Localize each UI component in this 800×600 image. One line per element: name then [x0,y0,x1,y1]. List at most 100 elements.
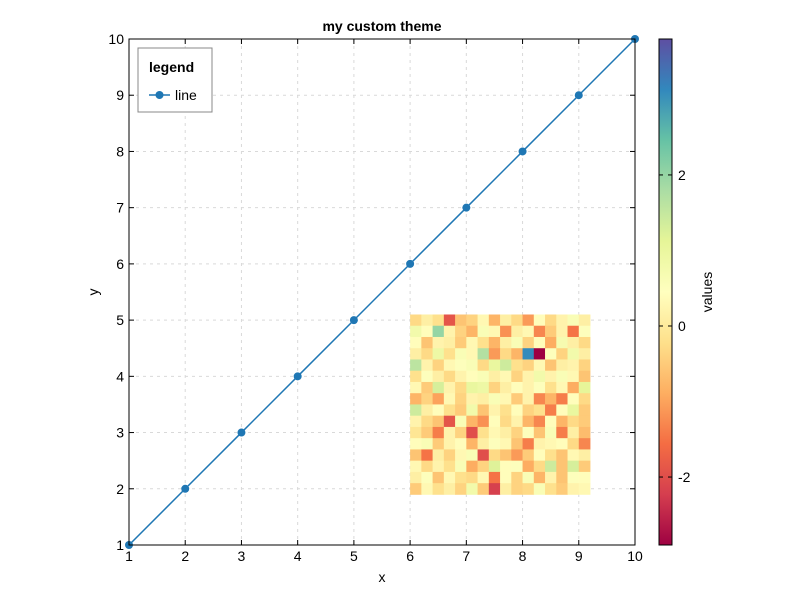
y-tick-label: 2 [116,481,124,497]
heatmap-cell [455,393,467,405]
heatmap-cell [443,325,456,338]
heatmap-cell [545,370,557,383]
heatmap-cell [522,325,535,338]
heatmap-cell [466,314,478,327]
heatmap-cell [556,404,568,417]
colorbar: -2 0 2 values [658,38,715,546]
y-tick-label: 3 [116,425,124,441]
heatmap-cell [432,426,445,439]
data-point [181,484,190,493]
heatmap-cell [410,460,422,473]
heatmap-cell [533,460,546,473]
legend-entry-label: line [175,87,197,103]
heatmap-cell [567,438,580,450]
heatmap-cell [410,336,422,349]
heatmap-cell [421,381,433,394]
heatmap-cell [567,314,580,327]
heatmap-cell [488,471,501,484]
heatmap-cell [477,325,490,338]
heatmap-cell [545,449,557,462]
heatmap-cell [511,370,523,383]
heatmap-cell [511,393,523,405]
heatmap-cell [488,415,501,428]
heatmap-cell [556,438,568,450]
heatmap-cell [443,471,456,484]
x-tick-label: 1 [125,548,133,564]
heatmap-cell [500,348,512,360]
heatmap-cell [432,325,445,338]
heatmap-cell [443,415,456,428]
heatmap-cell [567,381,580,394]
heatmap-cell [511,426,523,439]
heatmap-cell [466,348,478,360]
heatmap-cell [511,325,523,338]
heatmap-cell [533,381,546,394]
heatmap-cell [522,393,535,405]
heatmap-cell [511,483,523,495]
heatmap-cell [443,359,456,372]
data-point [462,203,471,212]
heatmap-cell [488,404,501,417]
heatmap-cell [488,325,501,338]
heatmap-cell [466,325,478,338]
heatmap-cell [567,415,580,428]
heatmap-cell [455,471,467,484]
heatmap-cell [567,471,580,484]
heatmap-cell [466,471,478,484]
x-tick-label: 3 [238,548,246,564]
axis-ticks: 1 2 3 4 5 6 7 8 9 10 1 2 3 4 5 6 7 8 9 10 [108,31,643,564]
heatmap-cell [545,314,557,327]
heatmap-cell [432,381,445,394]
heatmap-cell [556,381,568,394]
heatmap-cell [578,471,591,484]
heatmap-cell [432,460,445,473]
heatmap-cell [567,404,580,417]
heatmap-cell [533,426,546,439]
heatmap-cell [455,325,467,338]
heatmap-cell [443,314,456,327]
heatmap-cell [488,449,501,462]
heatmap-cell [511,471,523,484]
heatmap-cell [511,336,523,349]
heatmap-cell [500,426,512,439]
heatmap-cell [488,370,501,383]
heatmap-cell [443,426,456,439]
heatmap-cell [533,483,546,495]
heatmap-cell [455,438,467,450]
heatmap-cell [545,438,557,450]
heatmap-cell [578,314,591,327]
heatmap-cell [500,471,512,484]
heatmap-cell [522,348,535,360]
heatmap-cell [556,336,568,349]
heatmap-cell [432,404,445,417]
heatmap-cell [477,483,490,495]
heatmap-cell [432,370,445,383]
heatmap-cell [578,438,591,450]
heatmap-cell [421,314,433,327]
heatmap-cell [578,449,591,462]
x-tick-label: 2 [181,548,189,564]
heatmap-cell [567,325,580,338]
heatmap-cell [477,404,490,417]
heatmap-cell [477,336,490,349]
plot-area-frame [128,38,636,546]
heatmap-cell [500,460,512,473]
heatmap-cell [477,381,490,394]
heatmap-cell [421,370,433,383]
heatmap-cell [410,359,422,372]
heatmap-cell [556,426,568,439]
heatmap-cell [556,483,568,495]
heatmap-cell [578,381,591,394]
grid [129,39,635,545]
heatmap-cell [500,314,512,327]
x-tick-label: 7 [462,548,470,564]
heatmap-cell [578,336,591,349]
heatmap-cell [578,393,591,405]
heatmap-cell [488,359,501,372]
heatmap-cell [421,359,433,372]
heatmap-cell [545,460,557,473]
heatmap-cell [466,404,478,417]
heatmap-cell [432,483,445,495]
heatmap-cell [533,438,546,450]
heatmap-cell [567,426,580,439]
